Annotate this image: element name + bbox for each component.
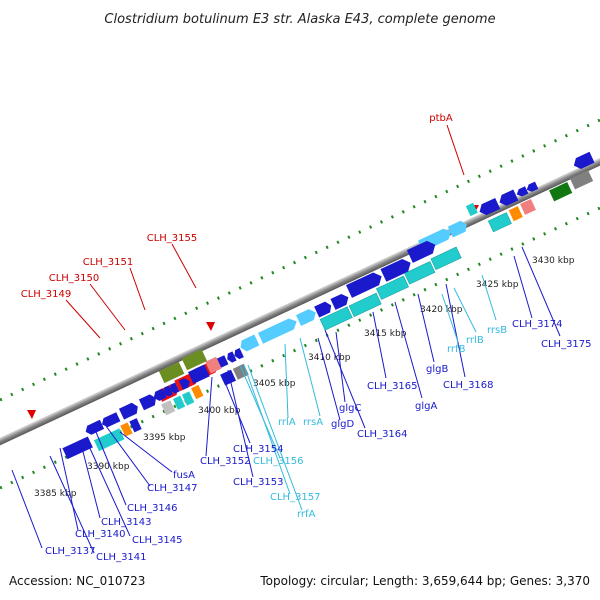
label-rrsB: rrsB: [487, 325, 507, 336]
tick-label: 3400 kbp: [198, 406, 241, 416]
backbone: [0, 137, 600, 457]
label-CLH_3156: CLH_3156: [253, 456, 304, 467]
leader-lines: [11, 124, 561, 554]
label-glgA: glgA: [415, 401, 437, 412]
label-rrlB: rrlB: [466, 335, 484, 346]
red-labels: ptbA CLH_3155 CLH_3151 CLH_3150 CLH_3149: [21, 113, 453, 300]
tick-label: 3420 kbp: [420, 305, 463, 315]
label-CLH_3143: CLH_3143: [101, 517, 152, 528]
ptbA-gene: [465, 202, 478, 217]
marker-arrow: [206, 322, 215, 331]
tick-label: 3415 kbp: [364, 329, 407, 339]
label-rrsA: rrsA: [303, 417, 323, 428]
label-CLH_3151: CLH_3151: [83, 257, 134, 268]
label-CLH_3157: CLH_3157: [270, 492, 321, 503]
map-title: Clostridium botulinum E3 str. Alaska E43…: [104, 12, 495, 27]
label-CLH_3165: CLH_3165: [367, 381, 418, 392]
blue-labels: CLH_3174 CLH_3175 CLH_3168 glgB glgA CLH…: [45, 319, 592, 563]
tick-label: 3390 kbp: [87, 462, 130, 472]
genes-forward: [62, 151, 595, 460]
label-CLH_3174: CLH_3174: [512, 319, 563, 330]
tick-label: 3410 kbp: [308, 353, 351, 363]
label-CLH_3146: CLH_3146: [127, 503, 178, 514]
tick-label: 3405 kbp: [253, 379, 296, 389]
label-CLH_3149: CLH_3149: [21, 289, 72, 300]
label-glgD: glgD: [331, 419, 354, 430]
tick-label: 3425 kbp: [476, 280, 519, 290]
label-CLH_3164: CLH_3164: [357, 429, 408, 440]
label-CLH_3154: CLH_3154: [233, 444, 284, 455]
label-CLH_3147: CLH_3147: [147, 483, 198, 494]
label-rrfA: rrfA: [297, 509, 316, 520]
label-rrfB: rrfB: [447, 344, 466, 355]
label-CLH_3153: CLH_3153: [233, 477, 284, 488]
label-CLH_3141: CLH_3141: [96, 552, 147, 563]
label-glgC: glgC: [339, 403, 361, 414]
label-CLH_3175: CLH_3175: [541, 339, 592, 350]
label-rrlA: rrlA: [278, 417, 296, 428]
label-CLH_3137: CLH_3137: [45, 546, 96, 557]
label-CLH_3155: CLH_3155: [147, 233, 198, 244]
label-CLH_3168: CLH_3168: [443, 380, 494, 391]
label-CLH_3145: CLH_3145: [132, 535, 183, 546]
tick-label: 3385 kbp: [34, 489, 77, 499]
accession-text: Accession: NC_010723: [9, 574, 145, 588]
topology-text: Topology: circular; Length: 3,659,644 bp…: [259, 574, 590, 588]
tick-label: 3430 kbp: [532, 256, 575, 266]
label-ptbA: ptbA: [429, 113, 453, 124]
label-CLH_3152: CLH_3152: [200, 456, 251, 467]
label-CLH_3140: CLH_3140: [75, 529, 126, 540]
olive-gene: [181, 349, 208, 371]
cyan-labels: rrsB rrlB rrfB rrsA rrlA CLH_3156 CLH_31…: [253, 325, 507, 520]
tick-label: 3395 kbp: [143, 433, 186, 443]
olive-gene: [158, 362, 185, 384]
label-fusA: fusA: [173, 470, 195, 481]
label-CLH_3150: CLH_3150: [49, 273, 100, 284]
tick-labels: 3385 kbp 3390 kbp 3395 kbp 3400 kbp 3405…: [34, 256, 575, 499]
label-glgB: glgB: [426, 364, 448, 375]
marker-arrow: [27, 410, 36, 419]
